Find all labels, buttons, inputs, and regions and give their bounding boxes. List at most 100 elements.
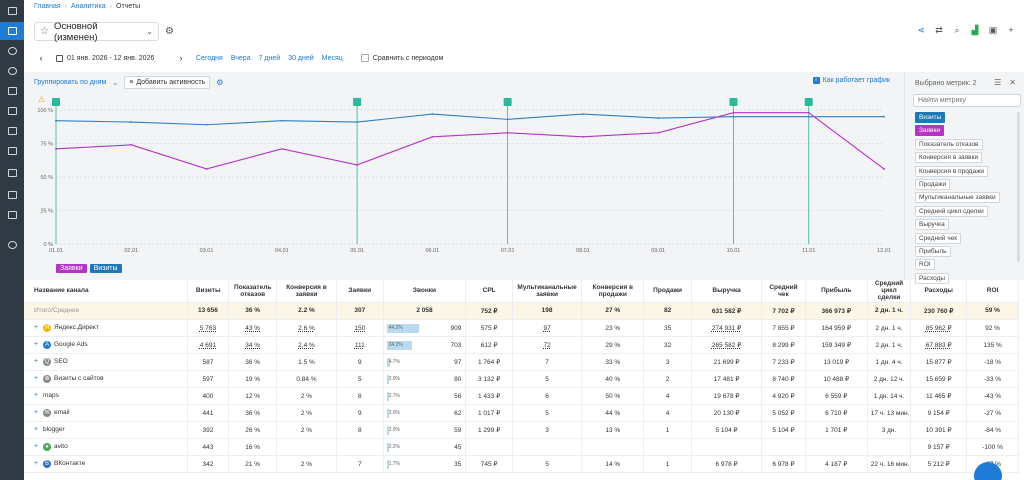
expand-plus-icon[interactable]: +	[34, 375, 39, 382]
table-row[interactable]: + blogger 392 26 % 2 % 8 2.9% 59 1 299 ₽3 13 % 1 5 …	[24, 421, 1019, 439]
sidebar-info-icon[interactable]	[0, 236, 24, 254]
sidebar-new-icon[interactable]	[0, 186, 24, 204]
share-icon[interactable]: ⋖	[917, 24, 925, 35]
sidebar-layers-icon[interactable]	[0, 142, 24, 160]
series-point[interactable]	[205, 168, 208, 170]
series-point[interactable]	[883, 168, 885, 170]
group-by-dropdown[interactable]: Группировать по дням	[34, 79, 107, 86]
expand-plus-icon[interactable]: +	[34, 358, 39, 365]
metric-chip[interactable]: Заявки	[915, 125, 944, 137]
chart-view-icon[interactable]: ▟	[971, 24, 979, 35]
sidebar-display-icon[interactable]	[0, 206, 24, 224]
quick-month[interactable]: Месяц	[321, 54, 343, 62]
breadcrumb-home-link[interactable]: Главная	[34, 3, 61, 10]
warning-icon[interactable]: ⚠	[38, 95, 45, 104]
date-range-picker[interactable]: 01 янв. 2026 - 12 янв. 2026	[56, 54, 166, 62]
metric-search-input[interactable]	[913, 94, 1021, 107]
series-point[interactable]	[431, 135, 434, 138]
series-point[interactable]	[657, 117, 660, 119]
channel-name-cell[interactable]: + Q SEO	[24, 353, 188, 371]
series-point[interactable]	[732, 115, 735, 118]
channel-name-cell[interactable]: + maps	[24, 387, 188, 405]
sidebar-reports-icon[interactable]	[0, 22, 24, 40]
series-point[interactable]	[130, 143, 133, 146]
add-icon[interactable]: +	[1008, 25, 1014, 35]
breadcrumb-analytics-link[interactable]: Аналитика	[71, 3, 106, 10]
sidebar-users-icon[interactable]	[0, 62, 24, 80]
series-point[interactable]	[280, 119, 283, 122]
series-point[interactable]	[205, 123, 208, 126]
column-header[interactable]: Мультиканальные заявки	[512, 280, 583, 303]
metric-chip[interactable]: Визиты	[915, 112, 946, 123]
series-point[interactable]	[280, 147, 283, 150]
quick-yesterday[interactable]: Вчера	[230, 54, 251, 62]
refresh-icon[interactable]: ⇄	[935, 24, 943, 35]
metric-chip[interactable]: Конверсия в продажи	[915, 165, 989, 177]
metric-chip[interactable]: Мультиканальные заявки	[915, 192, 1000, 204]
table-row[interactable]: + Q SEO 587 36 % 1.5 % 9 4.7% 97 1 764 ₽7 33 % 3 21 …	[24, 353, 1019, 371]
series-point[interactable]	[883, 115, 885, 118]
series-point[interactable]	[506, 118, 509, 121]
column-header[interactable]: Продажи	[643, 280, 692, 303]
series-point[interactable]	[356, 121, 358, 123]
series-point[interactable]	[55, 119, 57, 122]
table-row[interactable]: + ● avito 443 16 % 2.2% 45 9 157 ₽ -100 %	[24, 438, 1019, 456]
compare-period[interactable]: Сравнить с периодом	[360, 54, 443, 62]
series-point[interactable]	[130, 121, 133, 123]
expand-plus-icon[interactable]: +	[34, 409, 39, 416]
activity-marker[interactable]	[503, 98, 512, 106]
quick-7-days[interactable]: 7 дней	[258, 54, 281, 62]
table-row[interactable]: + A Google Ads 4 691 34 % 2.4 % 111 34.2% 703 612…	[24, 336, 1019, 354]
expand-plus-icon[interactable]: +	[34, 341, 39, 348]
star-icon[interactable]: ☆	[40, 26, 49, 37]
series-point[interactable]	[582, 135, 584, 138]
report-settings-gear-icon[interactable]: ⚙	[165, 26, 174, 37]
search-icon[interactable]: ⌕	[954, 24, 960, 35]
activity-marker[interactable]	[52, 98, 60, 106]
column-header[interactable]: Выручка	[691, 280, 763, 303]
column-header[interactable]: Средний цикл сделки	[867, 280, 912, 303]
table-row[interactable]: + ⊕ Визиты с сайтов 597 19 % 0.84 % 5 3.9% 80 3 1…	[24, 370, 1019, 388]
table-row[interactable]: + maps 400 12 % 2 % 8 2.7% 56 1 433 ₽6 50 % 4 19 67…	[24, 387, 1019, 405]
series-point[interactable]	[356, 164, 358, 166]
column-header[interactable]: Прибыль	[805, 280, 868, 303]
series-point[interactable]	[582, 113, 584, 115]
channel-name-cell[interactable]: + ✉ email	[24, 404, 188, 422]
column-header[interactable]: Расходы	[910, 280, 968, 303]
column-header[interactable]: CPL	[465, 280, 513, 303]
group-by-chevron-icon[interactable]: ⌄	[112, 79, 119, 87]
metric-chip[interactable]: Прибыль	[915, 245, 951, 257]
report-selector[interactable]: ☆ Основной (изменен) ⌄	[34, 21, 159, 43]
series-point[interactable]	[657, 131, 660, 134]
activity-marker[interactable]	[804, 98, 813, 106]
list-view-icon[interactable]: ☰	[994, 78, 1002, 87]
sidebar-channels-icon[interactable]	[0, 42, 24, 60]
metric-list-scrollbar[interactable]	[1017, 112, 1020, 262]
compare-checkbox[interactable]	[360, 54, 369, 62]
column-header[interactable]: Показатель отказов	[228, 280, 277, 303]
series-point[interactable]	[506, 131, 509, 134]
column-header[interactable]: Средний чек	[761, 280, 806, 303]
sidebar-cart-icon[interactable]	[0, 82, 24, 100]
sidebar-dashboard-icon[interactable]	[0, 2, 24, 20]
expand-plus-icon[interactable]: +	[34, 324, 39, 331]
column-header[interactable]: Название канала	[24, 280, 188, 303]
how-chart-works-link[interactable]: i Как работает график	[812, 77, 890, 84]
legend-zayavki[interactable]: Заявки	[56, 264, 87, 273]
series-point[interactable]	[732, 111, 735, 114]
expand-plus-icon[interactable]: +	[34, 443, 39, 450]
add-activity-button[interactable]: ≡ Добавить активность	[124, 76, 211, 89]
quick-today[interactable]: Сегодня	[196, 54, 223, 62]
channel-name-cell[interactable]: + В ВКонтакте	[24, 455, 188, 473]
column-header[interactable]: ROI	[966, 280, 1019, 303]
expand-plus-icon[interactable]: +	[34, 460, 39, 467]
column-header[interactable]: Конверсия в заявки	[276, 280, 338, 303]
next-period-arrow-icon[interactable]: ›	[179, 53, 183, 63]
legend-vizity[interactable]: Визиты	[89, 264, 122, 273]
expand-plus-icon[interactable]: +	[34, 392, 39, 399]
sidebar-beta-icon[interactable]	[0, 164, 24, 182]
series-point[interactable]	[807, 111, 810, 114]
metric-chip[interactable]: Конверсия в заявки	[915, 152, 983, 164]
channel-name-cell[interactable]: + Я Яндекс.Директ	[24, 319, 188, 337]
expand-plus-icon[interactable]: +	[34, 426, 39, 433]
